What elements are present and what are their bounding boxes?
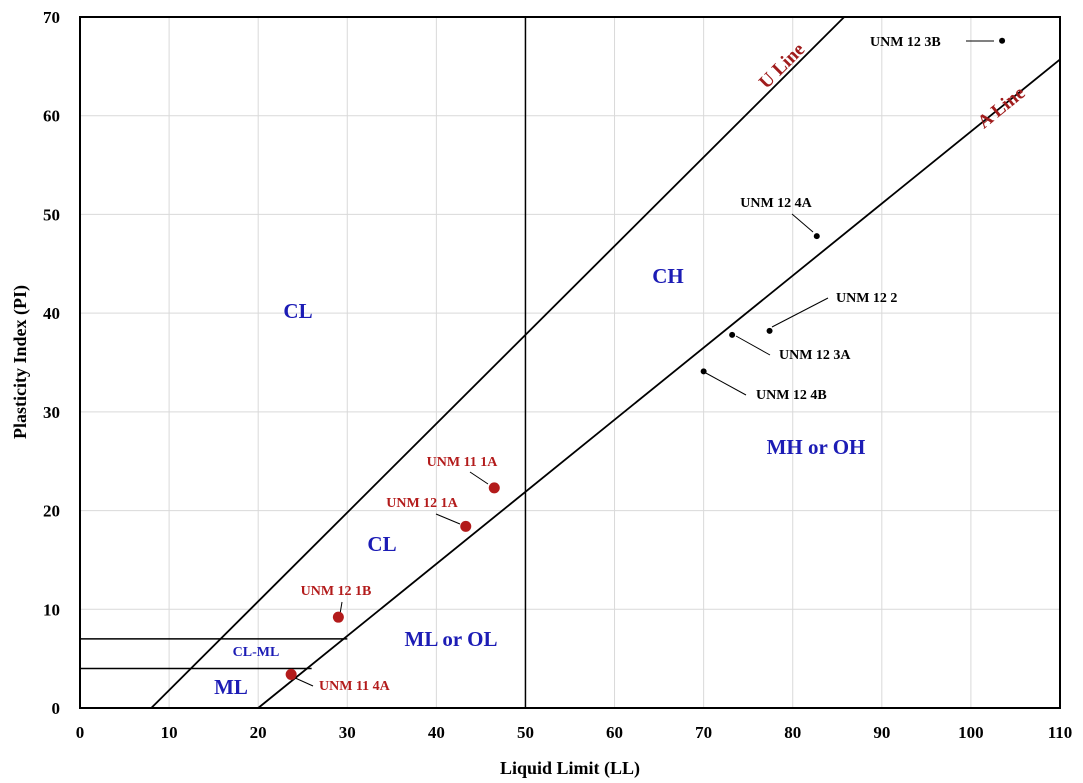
data-point-label: UNM 12 3B (870, 35, 941, 50)
label-leader (791, 213, 814, 233)
label-leader (469, 471, 489, 485)
y-tick-label: 30 (43, 403, 60, 422)
plot-frame (79, 16, 1061, 709)
data-point (766, 327, 773, 334)
tick-labels: 0 10 20 30 40 50 60 70 80 90 100 110 0 10 20 30 40 50 60 70 (43, 8, 1072, 742)
data-point-label: UNM 12 4B (756, 388, 827, 403)
y-tick-label: 10 (43, 600, 60, 619)
data-point (332, 611, 344, 623)
data-point-label: UNM 12 3A (779, 348, 851, 363)
y-tick-label: 70 (43, 8, 60, 27)
grid-lines (80, 17, 1060, 708)
y-tick-label: 50 (43, 205, 60, 224)
zone-label: ML (214, 675, 248, 699)
reference-lines (80, 17, 527, 708)
y-tick-label: 40 (43, 304, 60, 323)
zone-label: CL-ML (233, 645, 280, 660)
data-point-label: UNM 11 4A (319, 679, 391, 694)
label-leader (703, 371, 747, 396)
a-line (257, 58, 1061, 709)
label-leader (339, 601, 343, 615)
zone-labels: CL CH CL CL-ML ML ML or OL MH or OH (214, 264, 865, 699)
x-tick-label: 30 (339, 723, 356, 742)
zone-label: ML or OL (405, 627, 498, 651)
data-point (813, 233, 820, 240)
zone-label: MH or OH (767, 435, 866, 459)
label-leader (735, 335, 771, 356)
x-tick-label: 60 (606, 723, 623, 742)
x-tick-label: 10 (161, 723, 178, 742)
y-tick-label: 20 (43, 502, 60, 521)
zone-label: CL (283, 299, 312, 323)
label-leader (435, 513, 461, 525)
u-line (150, 16, 845, 709)
x-tick-label: 70 (695, 723, 712, 742)
label-leader (771, 297, 829, 328)
data-point-label: UNM 12 2 (836, 291, 897, 306)
x-tick-label: 20 (250, 723, 267, 742)
zone-label: CH (652, 264, 684, 288)
criteria-lines: U Line A Line (150, 16, 1061, 709)
data-point (700, 368, 707, 375)
label-leader (292, 676, 314, 687)
data-point (999, 37, 1006, 44)
x-tick-label: 80 (784, 723, 801, 742)
x-tick-label: 100 (958, 723, 984, 742)
u-line-label: U Line (755, 39, 809, 93)
plot-border (79, 16, 1061, 709)
data-point-label: UNM 12 1B (301, 584, 372, 599)
data-points: UNM 11 1A UNM 12 1A UNM 12 1B UNM 11 4A UNM … (285, 35, 1006, 694)
data-point (285, 668, 297, 680)
x-tick-label: 90 (873, 723, 890, 742)
x-tick-label: 40 (428, 723, 445, 742)
data-point (729, 331, 736, 338)
data-point (460, 520, 472, 532)
y-axis-title: Plasticity Index (PI) (10, 285, 31, 439)
data-point-label: UNM 12 4A (740, 196, 812, 211)
data-point-label: UNM 11 1A (427, 455, 499, 470)
data-point-label: UNM 12 1A (386, 496, 458, 511)
y-tick-label: 0 (52, 699, 61, 718)
x-tick-label: 50 (517, 723, 534, 742)
x-tick-label: 110 (1048, 723, 1073, 742)
x-axis-title: Liquid Limit (LL) (500, 758, 640, 779)
y-tick-label: 60 (43, 107, 60, 126)
x-tick-label: 0 (76, 723, 85, 742)
data-point (488, 482, 500, 494)
a-line-label: A Line (974, 82, 1029, 133)
zone-label: CL (367, 532, 396, 556)
